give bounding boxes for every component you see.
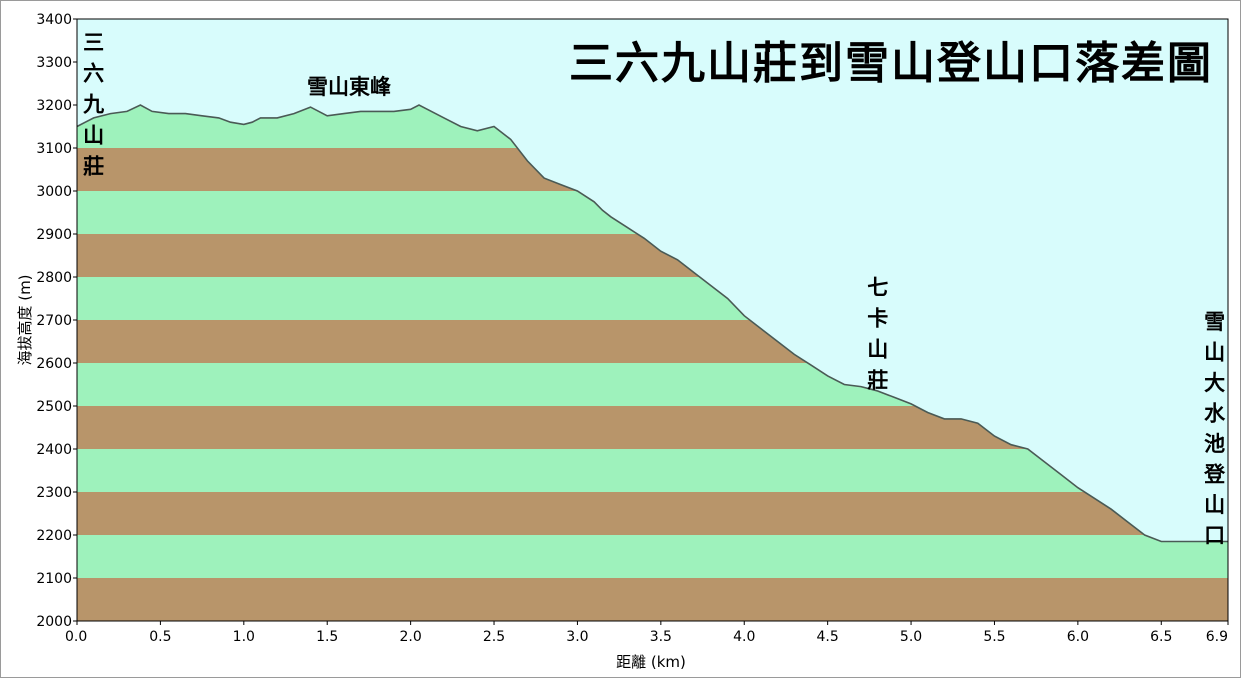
x-tick-label: 3.0 bbox=[566, 629, 588, 645]
x-tick-label: 4.0 bbox=[733, 629, 755, 645]
annotation-label: 雪山大水池登山口 bbox=[1203, 310, 1226, 547]
y-tick-label: 2600 bbox=[36, 356, 72, 372]
x-tick-label: 0.5 bbox=[149, 629, 171, 645]
elevation-band bbox=[77, 535, 1228, 578]
y-tick-label: 3300 bbox=[36, 55, 72, 71]
elevation-band bbox=[77, 492, 1228, 535]
x-tick-label: 2.0 bbox=[399, 629, 421, 645]
y-tick-label: 2100 bbox=[36, 571, 72, 587]
y-tick-label: 2400 bbox=[36, 442, 72, 458]
x-tick-label: 6.9 bbox=[1206, 629, 1228, 645]
y-tick-label: 3000 bbox=[36, 184, 72, 200]
x-axis-title: 距離 (km) bbox=[616, 653, 686, 671]
annotation-label: 七卡山莊 bbox=[867, 276, 888, 393]
y-tick-label: 2700 bbox=[36, 313, 72, 329]
elevation-line bbox=[76, 104, 1228, 543]
y-axis-title: 海拔高度 (m) bbox=[16, 274, 34, 365]
x-tick-label: 2.5 bbox=[483, 629, 505, 645]
plot-area bbox=[76, 18, 1229, 622]
x-tick-label: 1.5 bbox=[316, 629, 338, 645]
x-tick-label: 6.5 bbox=[1150, 629, 1172, 645]
x-tick-label: 6.0 bbox=[1067, 629, 1089, 645]
annotation-label: 雪山東峰 bbox=[307, 75, 391, 99]
y-tick-label: 3200 bbox=[36, 98, 72, 114]
tick-labels: 2000 2100 2200 2300 2400 2500 2600 2700 2800 2900… bbox=[36, 12, 1229, 645]
elevation-band bbox=[77, 578, 1228, 621]
chart-title: 三六九山莊到雪山登山口落差圖 bbox=[569, 38, 1213, 89]
x-tick-label: 1.0 bbox=[233, 629, 255, 645]
x-tick-label: 5.0 bbox=[900, 629, 922, 645]
y-tick-label: 2000 bbox=[36, 614, 72, 630]
x-tick-label: 5.5 bbox=[983, 629, 1005, 645]
annotation-label: 三六九山莊 bbox=[82, 31, 104, 179]
y-tick-label: 3100 bbox=[36, 141, 72, 157]
annotation-vertical: 七卡山莊 bbox=[867, 276, 888, 393]
y-tick-label: 3400 bbox=[36, 12, 72, 28]
y-tick-label: 2200 bbox=[36, 528, 72, 544]
x-tick-label: 4.5 bbox=[817, 629, 839, 645]
annotation-vertical: 三六九山莊 bbox=[82, 31, 104, 179]
y-tick-label: 2800 bbox=[36, 270, 72, 286]
x-tick-label: 0.0 bbox=[65, 629, 87, 645]
y-tick-label: 2900 bbox=[36, 227, 72, 243]
y-tick-label: 2500 bbox=[36, 399, 72, 415]
annotation-vertical: 雪山大水池登山口 bbox=[1203, 310, 1226, 547]
y-tick-label: 2300 bbox=[36, 485, 72, 501]
x-tick-label: 3.5 bbox=[650, 629, 672, 645]
